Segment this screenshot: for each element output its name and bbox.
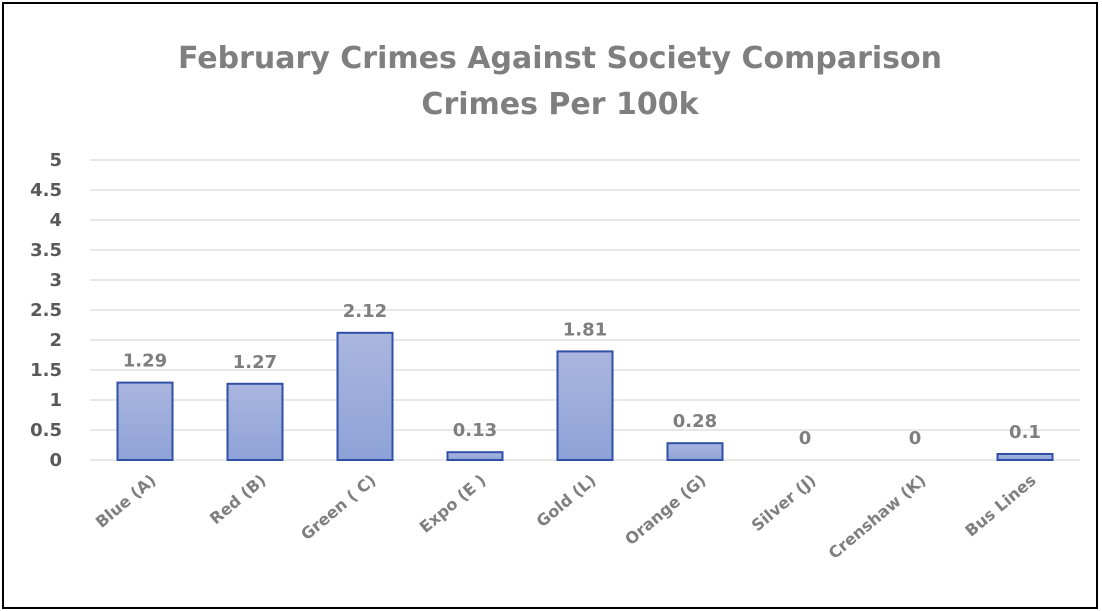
data-label: 0.13 (453, 420, 497, 441)
y-tick-label: 3 (49, 270, 62, 291)
bar (226, 382, 284, 461)
y-tick-label: 0.5 (30, 420, 62, 441)
data-label: 2.12 (343, 301, 387, 322)
data-label: 0 (799, 428, 812, 449)
y-tick-label: 5 (49, 150, 62, 171)
x-category-label: Crenshaw (K) (825, 471, 930, 563)
chart-subtitle: Crimes Per 100k (421, 87, 699, 122)
bar (116, 381, 174, 462)
y-tick-label: 2.5 (30, 300, 62, 321)
x-category-label: Green ( C) (297, 471, 379, 544)
y-tick-label: 2 (49, 330, 62, 351)
x-category-label: Silver (J) (748, 471, 820, 536)
y-tick-label: 3.5 (30, 240, 62, 261)
y-tick-label: 0 (49, 450, 62, 471)
x-category-label: Expo (E ) (416, 471, 490, 537)
y-tick-label: 1 (49, 390, 62, 411)
y-tick-label: 1.5 (30, 360, 62, 381)
x-category-label: Bus Lines (961, 471, 1039, 541)
bar (556, 350, 614, 461)
y-tick-label: 4 (49, 210, 62, 231)
y-tick-label: 4.5 (30, 180, 62, 201)
data-label: 0.1 (1009, 422, 1041, 443)
y-axis-ticks: 0 0.5 1 1.5 2 2.5 3 3.5 4 4.5 5 (30, 150, 62, 471)
data-label: 1.29 (123, 351, 167, 372)
bar (996, 453, 1054, 461)
x-axis-categories: Blue (A) Red (B) Green ( C) Expo (E ) Gold (… (92, 471, 1040, 563)
x-category-label: Gold (L) (533, 471, 600, 531)
data-labels: 1.29 1.27 2.12 0.13 1.81 0.28 0 0 0.1 (123, 301, 1041, 449)
chart-title: February Crimes Against Society Comparis… (178, 41, 942, 76)
data-label: 1.27 (233, 352, 277, 373)
x-category-label: Orange (G) (621, 471, 709, 549)
bar (446, 451, 504, 462)
bar (666, 442, 724, 462)
x-category-label: Blue (A) (92, 471, 160, 532)
data-label: 1.81 (563, 319, 607, 340)
bars (116, 331, 1054, 462)
bar-chart: February Crimes Against Society Comparis… (30, 41, 1080, 563)
x-category-label: Red (B) (206, 471, 270, 529)
bar (336, 331, 394, 461)
data-label: 0 (909, 428, 922, 449)
data-label: 0.28 (673, 411, 717, 432)
